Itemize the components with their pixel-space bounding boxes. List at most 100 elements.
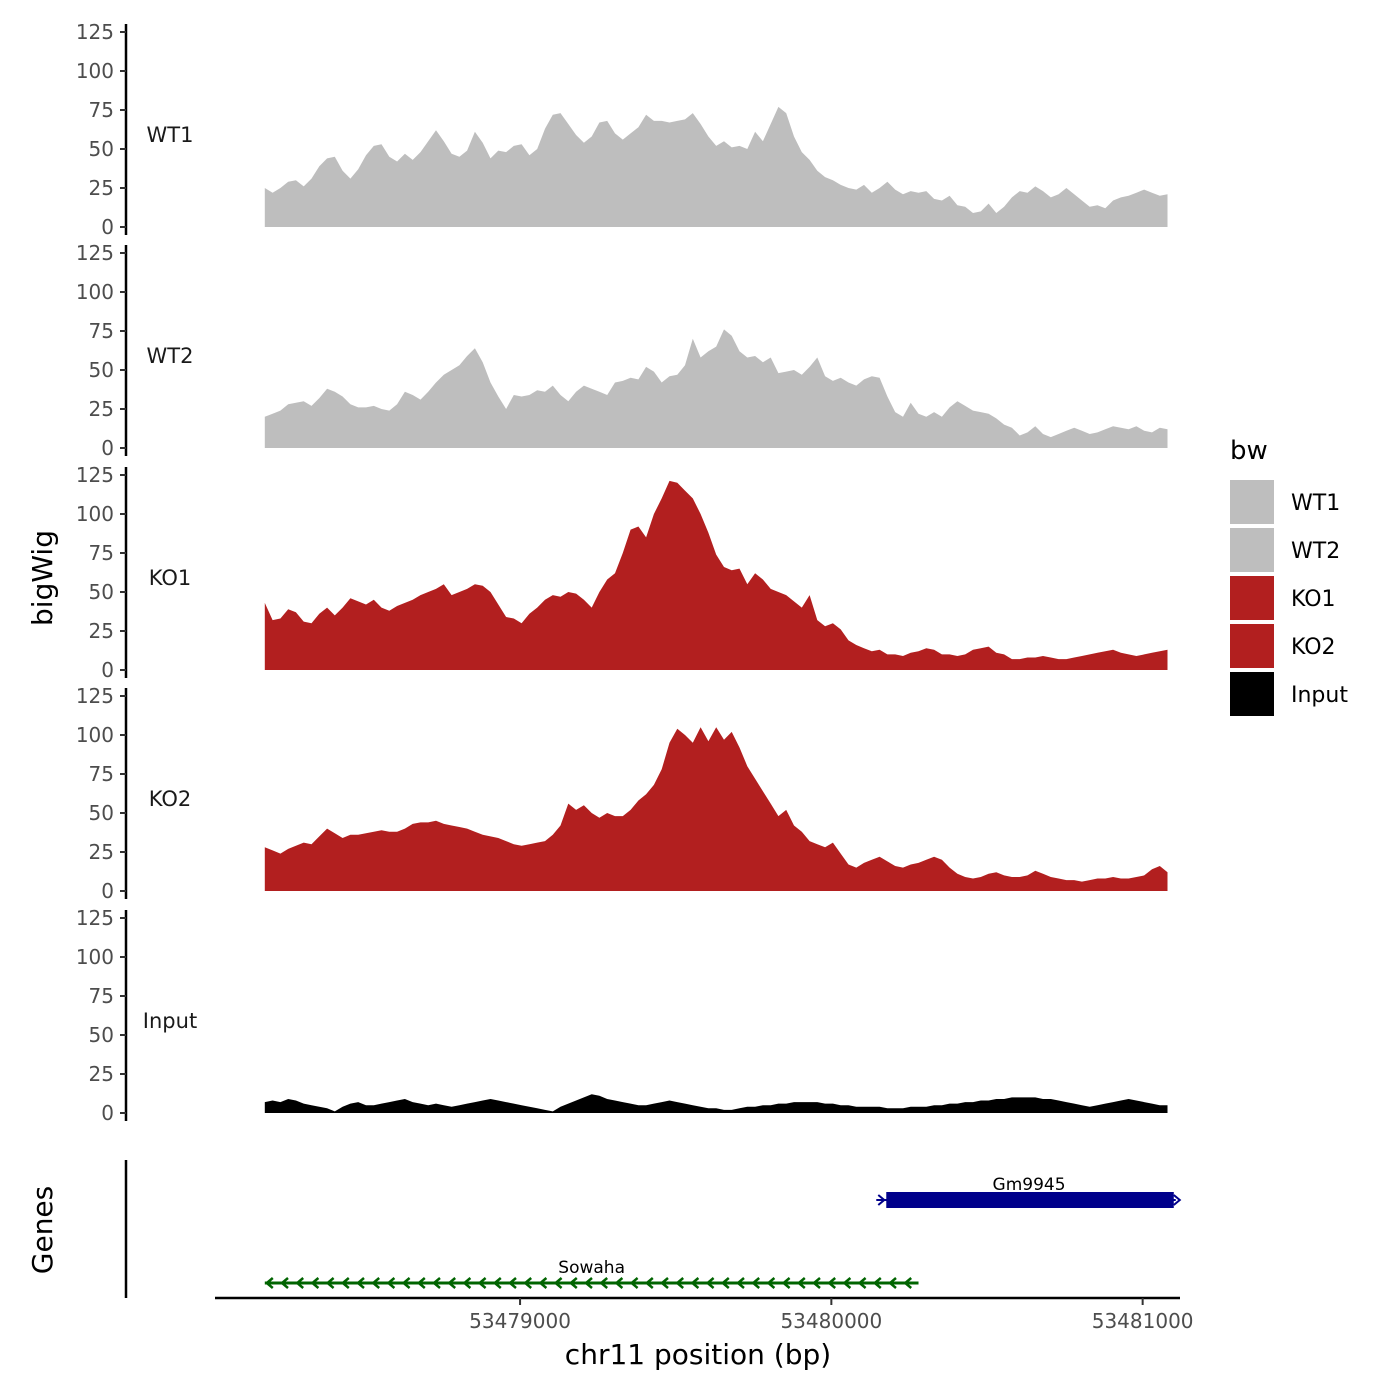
y-tick-label: 100	[76, 723, 114, 747]
signal-area-ko1	[264, 480, 1168, 670]
y-tick-label: 25	[89, 619, 114, 643]
strand-arrow	[675, 1277, 685, 1289]
strand-arrow	[447, 1277, 457, 1289]
track-label: KO1	[149, 566, 192, 590]
gene-sowaha: Sowaha	[264, 1258, 919, 1289]
y-tick-label: 100	[76, 59, 114, 83]
strand-arrow	[538, 1277, 548, 1289]
y-tick-label: 0	[101, 436, 114, 460]
y-tick-label: 50	[89, 1023, 114, 1047]
signal-area-input	[264, 1094, 1168, 1113]
y-tick-label: 75	[89, 762, 114, 786]
y-tick-label: 100	[76, 280, 114, 304]
y-tick-label: 0	[101, 658, 114, 682]
y-tick-label: 50	[89, 801, 114, 825]
strand-arrow	[842, 1277, 852, 1289]
legend-item-wt2: WT2	[1230, 528, 1340, 572]
legend-label: WT2	[1291, 539, 1340, 564]
y-tick-label: 75	[89, 98, 114, 122]
strand-arrow	[877, 1194, 886, 1206]
y-tick-label: 25	[89, 1062, 114, 1086]
legend-item-ko1: KO1	[1230, 576, 1336, 620]
track-ko2: 0 25 50 75 100 125 KO2	[76, 684, 1168, 903]
signal-area-wt1	[264, 106, 1168, 227]
x-axis: 53479000 53480000 53481000	[215, 1296, 1194, 1333]
track-input: 0 25 50 75 100 125 Input	[76, 906, 1168, 1125]
y-tick-label: 125	[76, 241, 114, 265]
y-tick-label: 125	[76, 463, 114, 487]
x-tick-label: 53479000	[469, 1309, 571, 1333]
legend-swatch	[1230, 480, 1274, 524]
strand-arrow	[508, 1277, 517, 1289]
strand-arrow	[568, 1277, 578, 1289]
strand-arrow	[523, 1277, 533, 1289]
y-tick-label: 25	[89, 176, 114, 200]
track-wt1: 0 25 50 75 100 125 WT1	[76, 20, 1168, 239]
strand-arrow	[614, 1277, 624, 1289]
strand-arrow	[872, 1277, 882, 1289]
gene-annotation-panel: Gm9945 Sowaha	[124, 1160, 1182, 1298]
strand-arrow	[492, 1277, 502, 1289]
y-tick-label: 50	[89, 137, 114, 161]
strand-arrow	[371, 1277, 381, 1289]
strand-arrow	[720, 1277, 730, 1289]
strand-arrow	[325, 1277, 335, 1289]
y-tick-label: 75	[89, 319, 114, 343]
strand-arrow	[356, 1277, 365, 1289]
legend-swatch	[1230, 672, 1274, 716]
legend-label: KO1	[1291, 587, 1336, 612]
strand-arrow	[432, 1277, 441, 1289]
gene-exon	[886, 1192, 1174, 1208]
y-tick-label: 25	[89, 397, 114, 421]
strand-arrow	[553, 1277, 563, 1289]
y-tick-label: 75	[89, 541, 114, 565]
track-label: Input	[143, 1009, 197, 1033]
strand-arrow	[386, 1277, 396, 1289]
track-label: WT2	[147, 344, 194, 368]
strand-arrow	[462, 1277, 472, 1289]
y-tick-label: 75	[89, 984, 114, 1008]
strand-arrow	[751, 1277, 761, 1289]
y-tick-label: 0	[101, 215, 114, 239]
y-tick-label: 0	[101, 1101, 114, 1125]
y-tick-label: 50	[89, 358, 114, 382]
strand-arrow	[644, 1277, 654, 1289]
signal-area-wt2	[264, 329, 1168, 448]
track-label: WT1	[147, 123, 194, 147]
y-axis-title: bigWig	[26, 530, 59, 626]
legend-label: KO2	[1291, 635, 1336, 660]
y-tick-label: 25	[89, 840, 114, 864]
y-tick-label: 50	[89, 580, 114, 604]
legend-swatch	[1230, 528, 1274, 572]
strand-arrow	[736, 1277, 745, 1289]
gene-gm9945: Gm9945	[876, 1175, 1182, 1208]
strand-arrow	[705, 1277, 715, 1289]
y-tick-label: 125	[76, 20, 114, 44]
strand-arrow	[903, 1277, 913, 1289]
y-tick-label: 100	[76, 945, 114, 969]
legend-swatch	[1230, 576, 1274, 620]
strand-arrow	[340, 1277, 350, 1289]
y-tick-label: 100	[76, 502, 114, 526]
strand-arrow	[629, 1277, 639, 1289]
y-tick-label: 125	[76, 906, 114, 930]
legend-swatch	[1230, 624, 1274, 668]
legend-item-input: Input	[1230, 672, 1348, 716]
strand-arrow	[477, 1277, 487, 1289]
strand-arrow	[796, 1277, 806, 1289]
legend-item-ko2: KO2	[1230, 624, 1336, 668]
signal-area-ko2	[264, 727, 1168, 891]
strand-arrow	[1173, 1194, 1182, 1206]
y-tick-label: 0	[101, 879, 114, 903]
track-label: KO2	[149, 787, 192, 811]
legend-item-wt1: WT1	[1230, 480, 1340, 524]
legend-label: WT1	[1291, 491, 1340, 516]
strand-arrow	[599, 1277, 609, 1289]
gene-label: Sowaha	[558, 1258, 625, 1278]
strand-arrow	[827, 1277, 837, 1289]
strand-arrow	[584, 1277, 593, 1289]
x-tick-label: 53481000	[1092, 1309, 1194, 1333]
track-ko1: 0 25 50 75 100 125 KO1	[76, 463, 1168, 682]
strand-arrow	[781, 1277, 791, 1289]
